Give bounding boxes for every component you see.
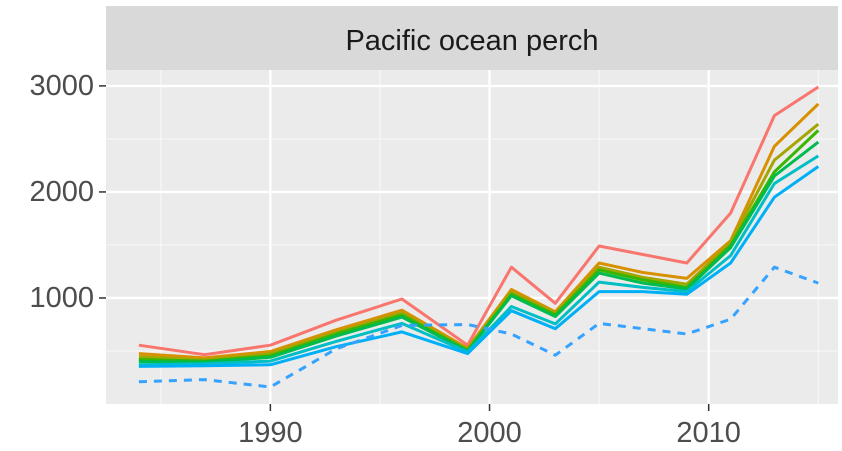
series-line-6 — [138, 154, 820, 367]
y-axis-tick-label-3000: 3000 — [29, 70, 94, 102]
facet-strip — [106, 6, 838, 70]
series-line-8 — [138, 265, 819, 389]
x-axis-tick-label-1990: 1990 — [238, 417, 303, 449]
series-line-2 — [138, 102, 820, 360]
series-lines — [138, 85, 820, 389]
series-line-7 — [138, 165, 820, 368]
major-grid — [106, 70, 838, 404]
x-axis-tick-label-2010: 2010 — [676, 417, 741, 449]
y-axis: 1000 2000 3000 — [29, 70, 106, 314]
series-line-3 — [138, 122, 820, 362]
y-axis-tick-label-2000: 2000 — [29, 176, 94, 208]
series-line-5 — [138, 140, 820, 364]
x-axis-tick-label-2000: 2000 — [457, 417, 522, 449]
series-line-1 — [138, 85, 820, 357]
y-axis-tick-label-1000: 1000 — [29, 282, 94, 314]
facet-strip-label: Pacific ocean perch — [345, 25, 598, 57]
x-axis: 1990 2000 2010 — [238, 404, 741, 449]
